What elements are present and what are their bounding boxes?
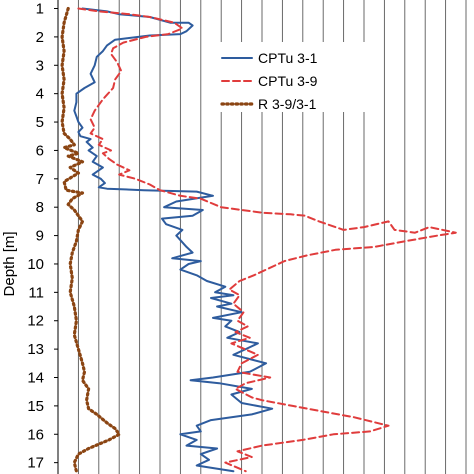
series-layer — [60, 6, 457, 473]
y-tick-label: 9 — [36, 228, 44, 245]
legend-label-1: CPTu 3-1 — [258, 50, 318, 66]
y-tick-label: 10 — [27, 256, 44, 273]
series-line-3 — [60, 6, 121, 473]
y-tick-label: 2 — [36, 29, 44, 46]
y-tick-label: 4 — [36, 86, 44, 103]
y-tick-label: 6 — [36, 142, 44, 159]
y-tick-label: 1 — [36, 1, 44, 18]
legend: CPTu 3-1 CPTu 3-9 R 3-9/3-1 — [216, 42, 368, 112]
y-tick-label: 15 — [27, 398, 44, 415]
y-tick-label: 14 — [27, 369, 44, 386]
y-tick-label: 13 — [27, 341, 44, 358]
y-tick-label: 8 — [36, 199, 44, 216]
y-tick-label: 3 — [36, 57, 44, 74]
y-tick-label: 12 — [27, 313, 44, 330]
y-tick-label: 16 — [27, 426, 44, 443]
series-line-1 — [73, 7, 274, 473]
y-tick-label: 5 — [36, 114, 44, 131]
series-line-2 — [77, 7, 457, 473]
y-tick-label: 11 — [28, 284, 44, 301]
legend-box — [216, 42, 368, 112]
y-axis-title: Depth [m] — [1, 231, 18, 296]
legend-label-3: R 3-9/3-1 — [258, 96, 317, 112]
legend-label-2: CPTu 3-9 — [258, 73, 318, 89]
y-tick-label: 17 — [27, 455, 44, 472]
y-tick-label: 7 — [36, 171, 44, 188]
